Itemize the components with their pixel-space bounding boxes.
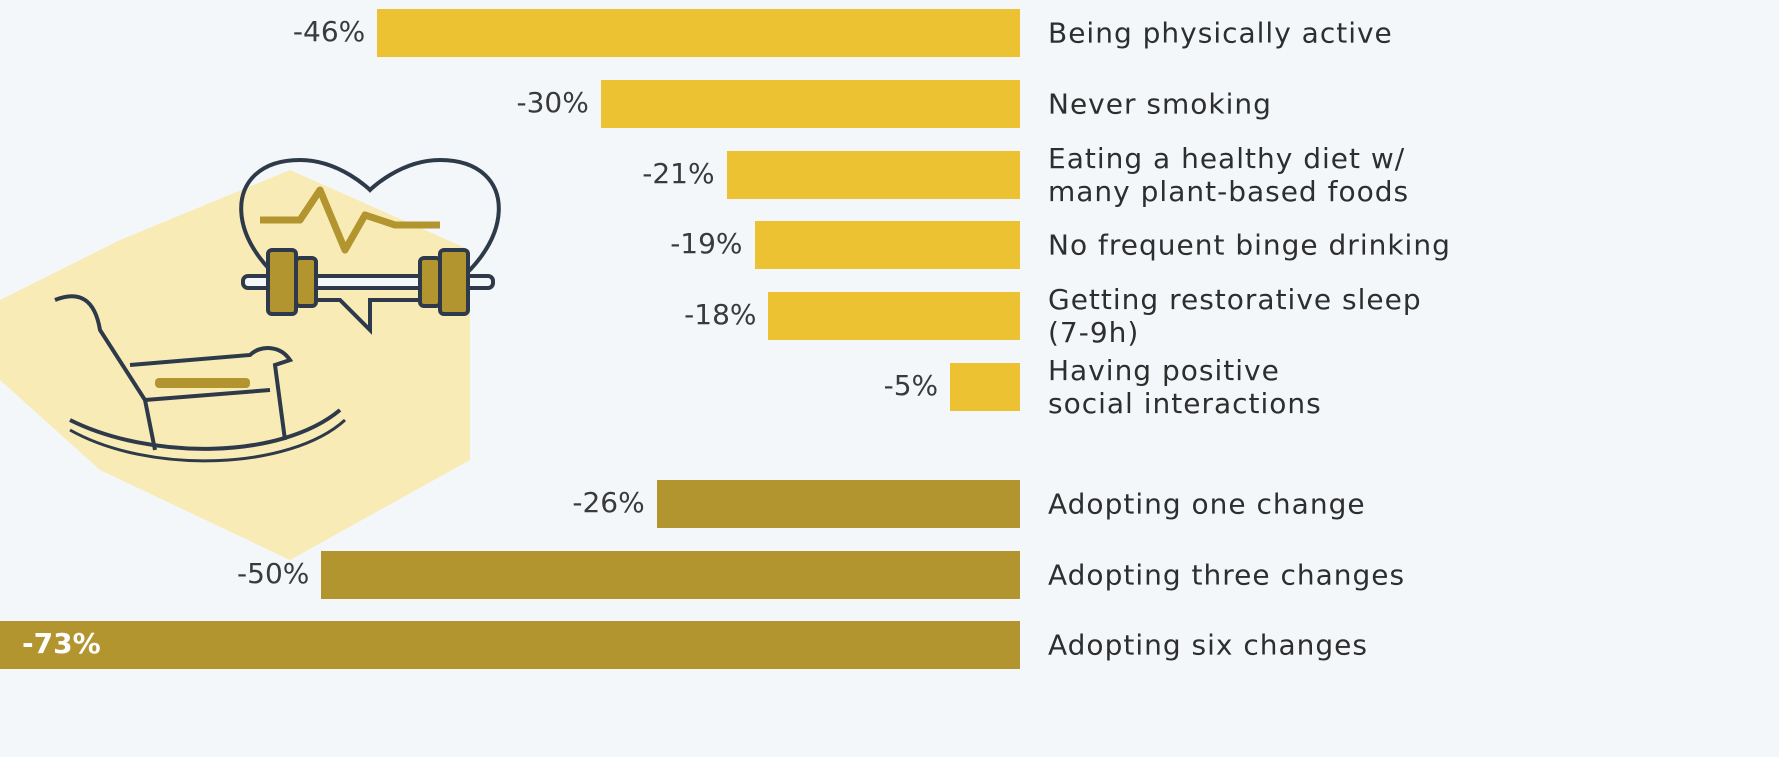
bar	[950, 363, 1020, 411]
bar	[726, 150, 1020, 199]
category-label: Adopting three changes	[1048, 558, 1406, 592]
category-label: Adopting one change	[1048, 487, 1366, 521]
category-label: Adopting six changes	[1048, 628, 1368, 662]
value-label: -73%	[22, 627, 101, 661]
value-label: -19%	[670, 227, 743, 261]
category-label: Never smoking	[1048, 87, 1272, 121]
bar	[754, 221, 1020, 270]
category-label: Eating a healthy diet w/ many plant-base…	[1048, 141, 1410, 208]
category-label: Having positive social interactions	[1048, 354, 1322, 420]
bar	[0, 621, 1020, 670]
category-label: Being physically active	[1048, 16, 1393, 50]
category-label: No frequent binge drinking	[1048, 228, 1451, 262]
bar	[656, 480, 1020, 528]
value-label: -5%	[883, 369, 939, 402]
value-label: -30%	[516, 85, 589, 119]
value-label: -18%	[684, 298, 757, 332]
value-label: -46%	[292, 15, 366, 48]
value-label: -26%	[572, 486, 645, 519]
bar	[768, 292, 1020, 341]
category-label: Getting restorative sleep (7-9h)	[1048, 283, 1422, 350]
bar	[377, 9, 1020, 57]
bar	[321, 550, 1020, 599]
bar	[600, 79, 1020, 128]
value-label: -21%	[642, 156, 715, 190]
value-label: -50%	[237, 556, 310, 590]
